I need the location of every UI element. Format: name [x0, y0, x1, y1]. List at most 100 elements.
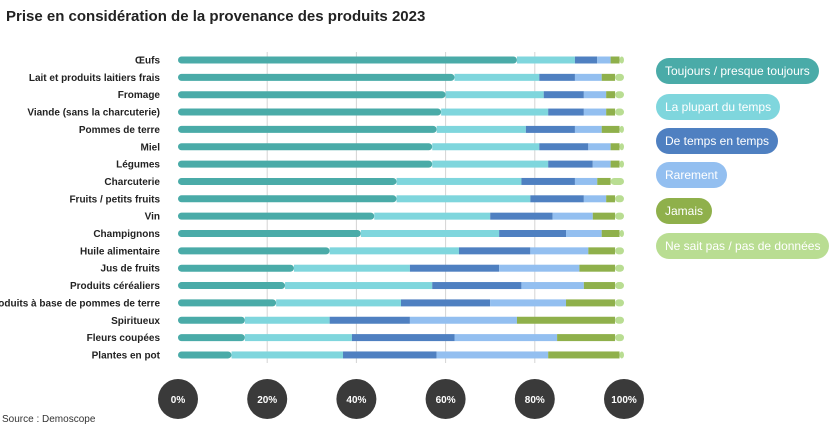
- grid-lines: [266, 52, 536, 363]
- bar-segment-6: [615, 282, 624, 290]
- bar-segment-3: [548, 160, 593, 168]
- tick-circle-40: [336, 379, 377, 419]
- bar-segment-5: [557, 334, 616, 342]
- bar-segment-2: [436, 125, 526, 133]
- bar-segment-5: [606, 108, 616, 116]
- bar-segment-2: [396, 195, 531, 203]
- bar-segment-4: [588, 143, 611, 151]
- legend-item-5: Jamais: [656, 198, 713, 224]
- tick-circle-100: [604, 379, 644, 419]
- bar-segment-2: [396, 177, 522, 185]
- category-label: Produits céréaliers: [70, 281, 160, 292]
- bars: [178, 56, 624, 359]
- bar-segment-3: [530, 195, 584, 203]
- tick-label-20: 20%: [257, 395, 277, 406]
- x-axis-ticks: 0% 20% 40% 60% 80% 100%: [158, 379, 644, 419]
- bar-segment-5: [566, 299, 616, 307]
- bar-segment-1: [178, 316, 245, 324]
- category-label: Œufs: [135, 56, 160, 67]
- bar-segment-1: [178, 247, 330, 255]
- bar-segment-6: [610, 177, 624, 185]
- tick-label-100: 100%: [611, 395, 637, 406]
- bar-segment-2: [329, 247, 459, 255]
- bar-segment-4: [566, 230, 602, 237]
- bar-segment-4: [552, 212, 593, 220]
- bar-segment-2: [441, 108, 549, 116]
- bar-segment-6: [619, 230, 624, 237]
- category-label: Spiritueux: [111, 316, 160, 327]
- bar-segment-2: [432, 143, 540, 151]
- category-label: Vin: [145, 212, 160, 223]
- bar-segment-5: [592, 212, 616, 220]
- bar-segment-4: [574, 125, 602, 133]
- bar-segment-1: [178, 177, 397, 185]
- tick-label-80: 80%: [525, 395, 545, 406]
- tick-circle-60: [425, 379, 466, 419]
- category-label: Fruits / petits fruits: [69, 194, 160, 205]
- bar-segment-4: [499, 264, 580, 272]
- bar-segment-6: [615, 264, 624, 272]
- bar-segment-4: [436, 351, 549, 359]
- bar-segment-6: [619, 351, 624, 359]
- category-label: Lait et produits laitiers frais: [29, 73, 161, 84]
- bar-segment-6: [615, 299, 624, 307]
- bar-segment-5: [606, 91, 616, 99]
- bar-segment-5: [579, 264, 616, 272]
- bar-segment-3: [432, 282, 522, 290]
- bar-segment-5: [601, 125, 620, 133]
- bar-segment-1: [178, 212, 375, 220]
- bar-segment-1: [178, 125, 437, 133]
- legend-item-2: La plupart du temps: [656, 94, 781, 120]
- bar-segment-2: [276, 299, 401, 307]
- bar-segment-6: [615, 316, 624, 324]
- bar-segment-4: [409, 316, 517, 324]
- bar-segment-3: [343, 351, 437, 359]
- bar-segment-1: [178, 299, 277, 307]
- tick-label-60: 60%: [436, 395, 456, 406]
- bar-segment-3: [409, 264, 500, 272]
- bar-segment-3: [539, 143, 589, 151]
- bar-segment-6: [615, 334, 624, 342]
- bar-segment-6: [619, 56, 624, 64]
- bar-segment-3: [548, 108, 584, 116]
- bar-segment-6: [619, 125, 624, 133]
- bar-segment-2: [445, 91, 544, 99]
- bar-segment-5: [606, 195, 616, 203]
- bar-segment-1: [178, 230, 361, 237]
- bar-segment-3: [499, 230, 567, 237]
- bar-segment-5: [610, 56, 620, 64]
- legend-item-6: Ne sait pas / pas de données: [656, 233, 830, 259]
- bar-segment-5: [516, 316, 616, 324]
- bar-segment-5: [583, 282, 616, 290]
- bar-segment-4: [583, 91, 607, 99]
- bar-segment-4: [530, 247, 589, 255]
- bar-segment-5: [610, 143, 620, 151]
- bar-segment-1: [178, 282, 286, 290]
- source-note: Source : Demoscope: [2, 414, 96, 425]
- bar-segment-4: [597, 56, 611, 64]
- bar-segment-4: [574, 177, 598, 185]
- category-label: Plantes en pot: [92, 350, 161, 361]
- category-label: Champignons: [93, 229, 160, 240]
- bar-segment-4: [521, 282, 584, 290]
- bar-segment-3: [543, 91, 584, 99]
- bar-segment-2: [432, 160, 549, 168]
- bar-segment-2: [360, 230, 500, 237]
- bar-segment-1: [178, 195, 397, 203]
- bar-segment-1: [178, 160, 433, 168]
- bar-segment-4: [454, 334, 558, 342]
- bar-segment-2: [231, 351, 344, 359]
- bar-segment-5: [548, 351, 620, 359]
- bar-segment-6: [619, 160, 624, 168]
- category-label: Fromage: [118, 90, 161, 101]
- legend-item-4: Rarement: [656, 162, 727, 188]
- tick-label-0: 0%: [171, 395, 186, 406]
- category-label: Miel: [141, 142, 161, 153]
- bar-segment-5: [610, 160, 620, 168]
- bar-segment-1: [178, 143, 433, 151]
- bar-segment-4: [574, 73, 602, 81]
- bar-segment-2: [244, 334, 352, 342]
- tick-circle-0: [158, 379, 198, 419]
- legend-item-3: De temps en temps: [656, 128, 779, 154]
- bar-segment-5: [588, 247, 616, 255]
